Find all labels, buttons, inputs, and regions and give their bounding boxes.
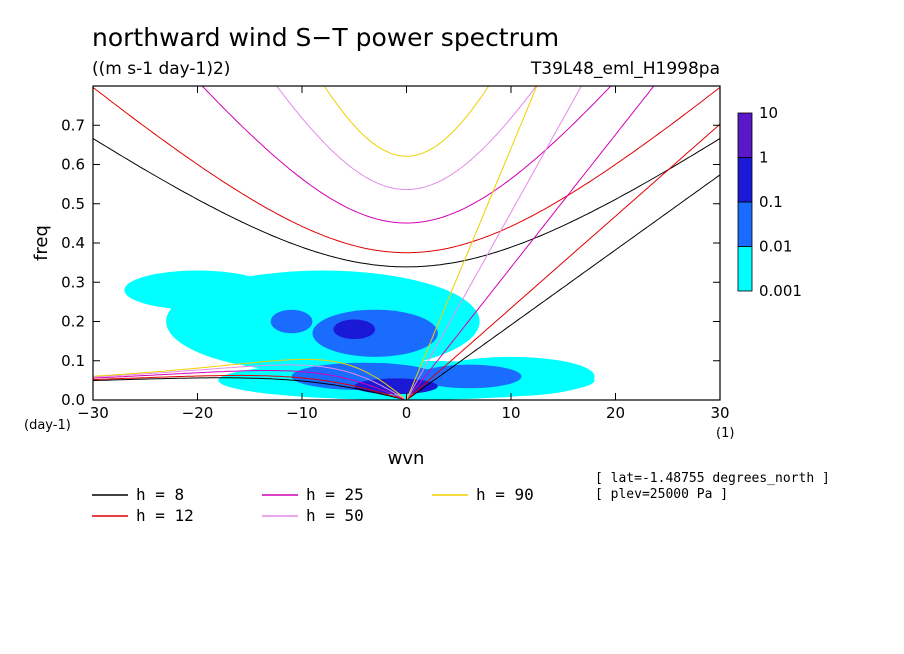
legend: h = 8 h = 12 h = 25 h = 50 h = 90 <box>92 485 534 525</box>
dispersion-curve <box>323 86 490 157</box>
legend-label: h = 12 <box>136 506 194 525</box>
y-unit-label: (day-1) <box>24 418 71 433</box>
legend-label: h = 90 <box>476 485 534 504</box>
colorbar: 0.001 0.01 0.1 1 10 <box>737 104 802 300</box>
dispersion-curve <box>93 87 720 254</box>
colorbar-label: 0.001 <box>759 282 802 300</box>
x-tick-label: −30 <box>77 404 109 422</box>
plot-area: −30 −20 −10 0 10 20 30 0.0 0.1 0.2 0.3 0.4 0.5 0.6 0.7 <box>61 85 730 422</box>
contour-region <box>333 319 376 340</box>
colorbar-label: 0.01 <box>759 238 792 256</box>
contour-region <box>270 309 313 334</box>
dispersion-curve <box>93 377 405 400</box>
dispersion-curve <box>406 86 538 400</box>
colorbar-segment <box>737 157 753 203</box>
y-axis-label: freq <box>31 225 52 261</box>
run-label: T39L48_eml_H1998pa <box>530 59 720 79</box>
dispersion-curve <box>93 137 720 268</box>
y-tick-label: 0.0 <box>61 391 85 409</box>
contour-region <box>124 270 271 310</box>
legend-label: h = 50 <box>306 506 364 525</box>
dispersion-curve <box>93 374 405 400</box>
annotation-plev: [ plev=25000 Pa ] <box>595 487 728 502</box>
y-tick-label: 0.3 <box>61 273 85 291</box>
contour-region <box>416 364 522 389</box>
y-tick-label: 0.2 <box>61 313 85 331</box>
dispersion-curve <box>406 123 720 400</box>
x-tick-label: 0 <box>402 404 412 422</box>
x-tick-label: 30 <box>710 404 729 422</box>
chart-title: northward wind S−T power spectrum <box>92 23 559 52</box>
x-unit-label: (1) <box>716 426 734 441</box>
x-tick-label: −10 <box>286 404 318 422</box>
legend-label: h = 8 <box>136 485 184 504</box>
y-tick-label: 0.6 <box>61 156 85 174</box>
y-tick-label: 0.7 <box>61 116 85 134</box>
colorbar-label: 1 <box>759 149 769 167</box>
colorbar-segment <box>737 112 753 158</box>
x-tick-label: 10 <box>501 404 520 422</box>
dispersion-curve <box>406 86 582 400</box>
legend-label: h = 25 <box>306 485 364 504</box>
dispersion-curve <box>93 370 405 400</box>
colorbar-segment <box>737 201 753 247</box>
x-tick-label: 20 <box>606 404 625 422</box>
colorbar-label: 10 <box>759 104 778 122</box>
colorbar-label: 0.1 <box>759 193 783 211</box>
dispersion-curve <box>406 86 655 400</box>
annotation-lat: [ lat=-1.48755 degrees_north ] <box>595 471 830 486</box>
dispersion-curve <box>93 358 405 399</box>
dispersion-curve <box>93 364 405 399</box>
x-axis-label: wvn <box>388 448 425 469</box>
colorbar-segment <box>737 246 753 292</box>
chart-units: ((m s-1 day-1)2) <box>92 59 230 79</box>
x-tick-label: −20 <box>182 404 214 422</box>
dispersion-curve <box>276 86 537 190</box>
y-tick-label: 0.5 <box>61 195 85 213</box>
dispersion-curve <box>201 86 612 224</box>
dispersion-curve <box>406 174 720 400</box>
y-tick-label: 0.4 <box>61 234 85 252</box>
y-tick-label: 0.1 <box>61 352 85 370</box>
